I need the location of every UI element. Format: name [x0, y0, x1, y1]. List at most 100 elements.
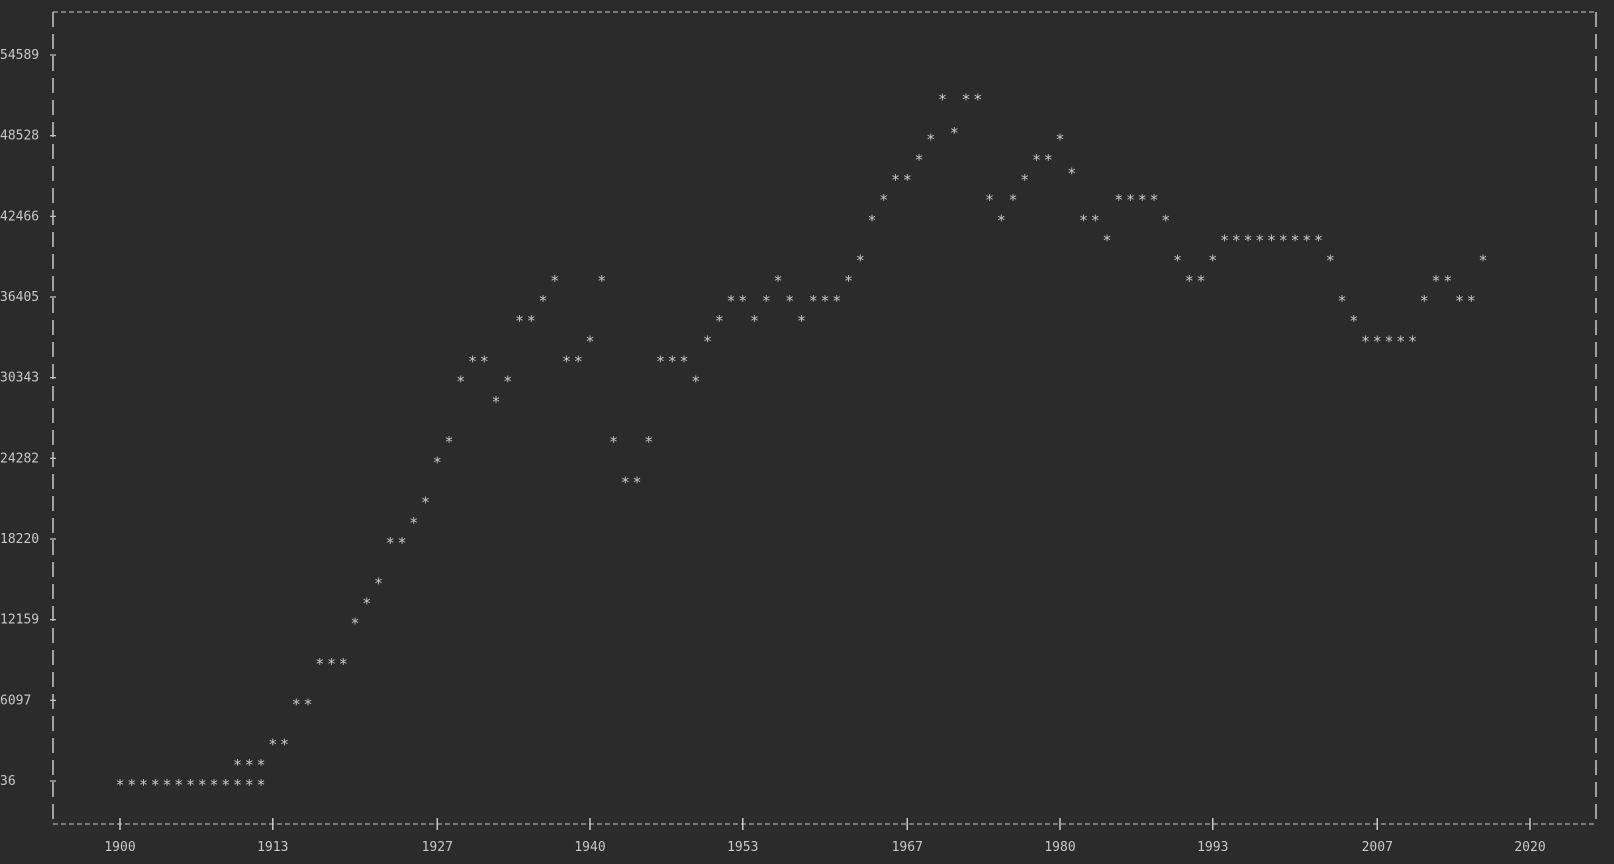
- data-point: *: [468, 352, 477, 370]
- data-point: *: [738, 292, 747, 310]
- data-point: *: [1243, 231, 1252, 249]
- data-point: *: [245, 776, 254, 794]
- data-point: *: [832, 292, 841, 310]
- data-point: *: [1079, 211, 1088, 229]
- x-tick-label: 1913: [257, 840, 288, 855]
- y-tick-label: 36405: [0, 290, 39, 305]
- data-point: *: [491, 393, 500, 411]
- data-point: *: [362, 595, 371, 613]
- data-point: *: [256, 776, 265, 794]
- data-point: *: [1067, 164, 1076, 182]
- data-point: *: [268, 736, 277, 754]
- data-point: *: [679, 352, 688, 370]
- data-point: *: [1102, 231, 1111, 249]
- data-point: *: [1185, 272, 1194, 290]
- data-point: *: [715, 312, 724, 330]
- data-point: *: [480, 352, 489, 370]
- data-point: *: [198, 776, 207, 794]
- data-point: *: [1126, 191, 1135, 209]
- y-tick-label: 30343: [0, 371, 39, 386]
- data-point: *: [233, 756, 242, 774]
- data-point: *: [315, 655, 324, 673]
- data-point: *: [1396, 332, 1405, 350]
- data-point: *: [1314, 231, 1323, 249]
- data-point: *: [515, 312, 524, 330]
- data-point: *: [303, 695, 312, 713]
- data-point: *: [292, 695, 301, 713]
- data-point: *: [1091, 211, 1100, 229]
- data-point: *: [1420, 292, 1429, 310]
- data-point: *: [1279, 231, 1288, 249]
- y-tick-label: 24282: [0, 451, 39, 466]
- data-point: *: [1384, 332, 1393, 350]
- y-tick-label: 48528: [0, 129, 39, 144]
- data-point: *: [245, 756, 254, 774]
- data-point: *: [127, 776, 136, 794]
- data-point: *: [926, 131, 935, 149]
- data-point: *: [1255, 231, 1264, 249]
- data-point: *: [1008, 191, 1017, 209]
- data-point: *: [327, 655, 336, 673]
- x-tick-label: 1993: [1197, 840, 1228, 855]
- data-point: *: [433, 453, 442, 471]
- data-point: *: [186, 776, 195, 794]
- data-point: *: [585, 332, 594, 350]
- data-point: *: [820, 292, 829, 310]
- data-point: *: [1055, 131, 1064, 149]
- data-point: *: [668, 352, 677, 370]
- data-point: *: [409, 514, 418, 532]
- data-point: *: [903, 171, 912, 189]
- y-axis: 36 6097 12159 18220 24282 30343 36405 42466 4852…: [0, 48, 56, 789]
- data-point: *: [1408, 332, 1417, 350]
- data-point: *: [797, 312, 806, 330]
- data-point: *: [174, 776, 183, 794]
- x-tick-label: 1900: [104, 840, 135, 855]
- data-point: *: [503, 373, 512, 391]
- data-point: *: [1020, 171, 1029, 189]
- data-point: *: [209, 776, 218, 794]
- y-tick-label: 54589: [0, 48, 39, 63]
- data-point: *: [1208, 252, 1217, 270]
- data-point: *: [1349, 312, 1358, 330]
- data-point: *: [844, 272, 853, 290]
- data-point: *: [938, 90, 947, 108]
- data-point: *: [703, 332, 712, 350]
- y-tick-label: 42466: [0, 209, 39, 224]
- x-tick-label: 1940: [574, 840, 605, 855]
- data-point: *: [1196, 272, 1205, 290]
- data-point: *: [1302, 231, 1311, 249]
- x-axis: 1900 1913 1927 1940 1953 1967 1980 1993 2007 2020: [104, 818, 1546, 855]
- data-point: *: [386, 534, 395, 552]
- data-point: *: [961, 90, 970, 108]
- y-tick-label: 6097: [0, 693, 31, 708]
- data-point: *: [762, 292, 771, 310]
- data-point: *: [644, 433, 653, 451]
- data-point: *: [1149, 191, 1158, 209]
- data-point: *: [1114, 191, 1123, 209]
- data-point: *: [656, 352, 665, 370]
- y-tick-label: 18220: [0, 532, 39, 547]
- data-point: *: [1220, 231, 1229, 249]
- data-point: *: [1044, 151, 1053, 169]
- data-point: *: [891, 171, 900, 189]
- data-point: *: [809, 292, 818, 310]
- data-point: *: [867, 211, 876, 229]
- data-point: *: [562, 352, 571, 370]
- data-point: *: [1337, 292, 1346, 310]
- data-point: *: [1455, 292, 1464, 310]
- data-point: *: [1373, 332, 1382, 350]
- data-point: *: [139, 776, 148, 794]
- data-point: *: [162, 776, 171, 794]
- data-point: *: [914, 151, 923, 169]
- data-point: *: [750, 312, 759, 330]
- data-point: *: [115, 776, 124, 794]
- data-point: *: [421, 494, 430, 512]
- data-point: *: [879, 191, 888, 209]
- data-point: *: [1478, 252, 1487, 270]
- data-point: *: [233, 776, 242, 794]
- data-point: *: [538, 292, 547, 310]
- plot-frame: [52, 11, 1597, 825]
- data-point: *: [1290, 231, 1299, 249]
- data-point: *: [397, 534, 406, 552]
